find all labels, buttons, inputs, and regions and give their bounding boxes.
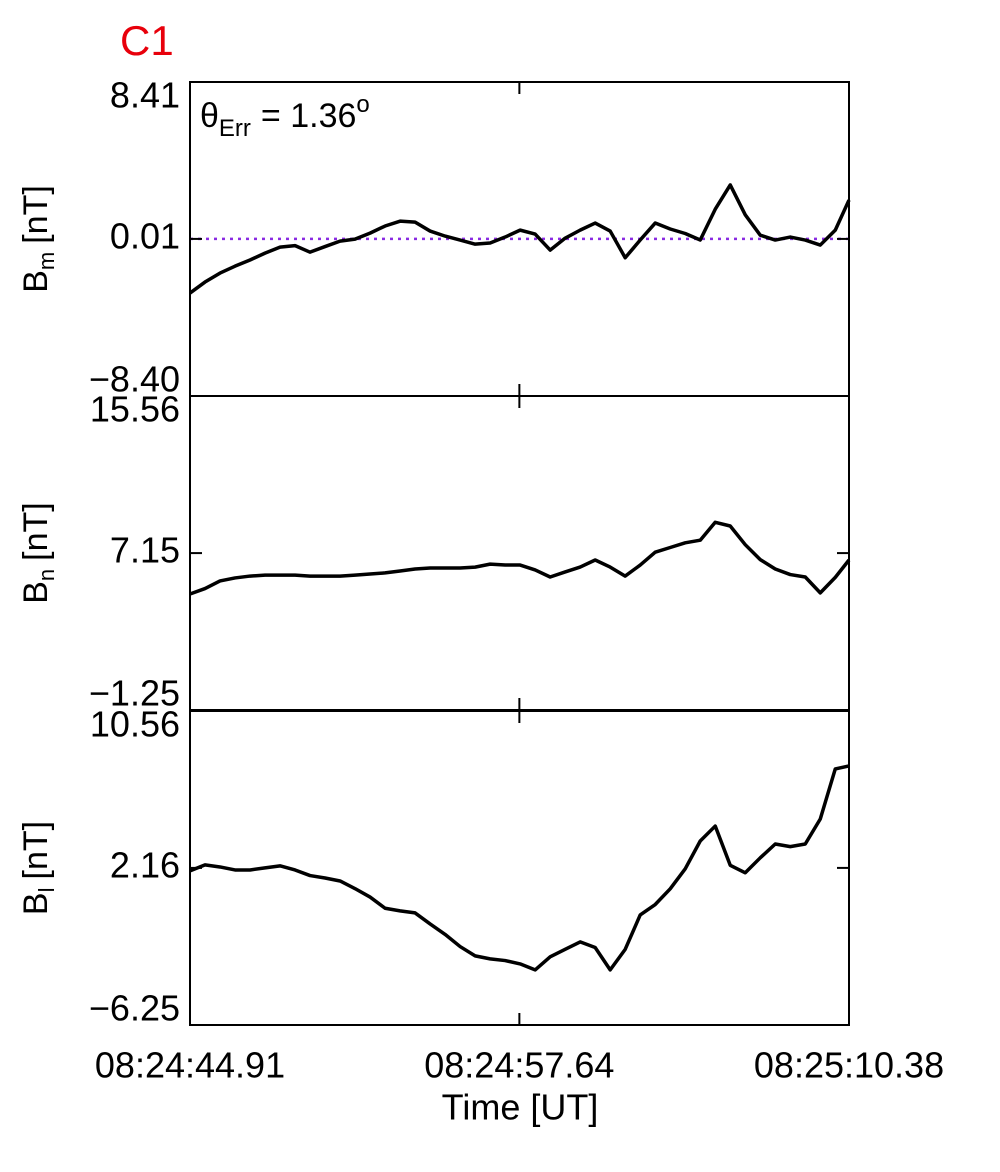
y-axis-label-symbol: B: [17, 581, 55, 604]
y-tick-label: 7.15: [110, 530, 180, 571]
y-axis-label: Bn [nT]: [17, 502, 59, 604]
y-axis-label-unit: [nT]: [17, 821, 55, 880]
y-axis-label: Bl [nT]: [17, 821, 59, 915]
y-tick-label: −1.25: [89, 673, 180, 714]
annotation: θErr = 1.36o: [200, 91, 370, 142]
x-tick-label: 08:25:10.38: [754, 1045, 944, 1086]
panel-frame: [189, 395, 850, 711]
x-axis-label: Time [UT]: [442, 1087, 599, 1128]
y-axis-label-sub: m: [34, 252, 59, 270]
annotation-sup: o: [356, 91, 369, 118]
data-line: [188, 183, 851, 295]
y-tick-label: 8.41: [110, 75, 180, 116]
y-axis-label: Bm [nT]: [17, 185, 59, 293]
data-line: [189, 520, 851, 596]
y-axis-label-unit: [nT]: [17, 185, 55, 244]
annotation-symbol: θ: [200, 97, 219, 135]
annotation-sub: Err: [219, 115, 251, 142]
y-axis-label-symbol: B: [17, 892, 55, 915]
x-tick-label: 08:24:44.91: [95, 1045, 285, 1086]
y-tick-label: −6.25: [89, 988, 180, 1029]
y-axis-label-sub: l: [34, 888, 59, 893]
y-tick-label: 10.56: [90, 704, 180, 745]
y-axis-label-unit: [nT]: [17, 502, 55, 561]
data-line: [189, 764, 850, 972]
y-tick-label: −8.40: [89, 359, 180, 400]
x-tick-label: 08:24:57.64: [424, 1045, 614, 1086]
chart-title: C1: [120, 17, 174, 64]
annotation-text: = 1.36: [261, 97, 356, 135]
y-tick-label: 0.01: [110, 215, 180, 256]
y-tick-label: 15.56: [90, 389, 180, 430]
y-axis-label-sub: n: [34, 569, 59, 581]
y-tick-label: 2.16: [110, 844, 180, 885]
y-axis-label-symbol: B: [17, 270, 55, 293]
